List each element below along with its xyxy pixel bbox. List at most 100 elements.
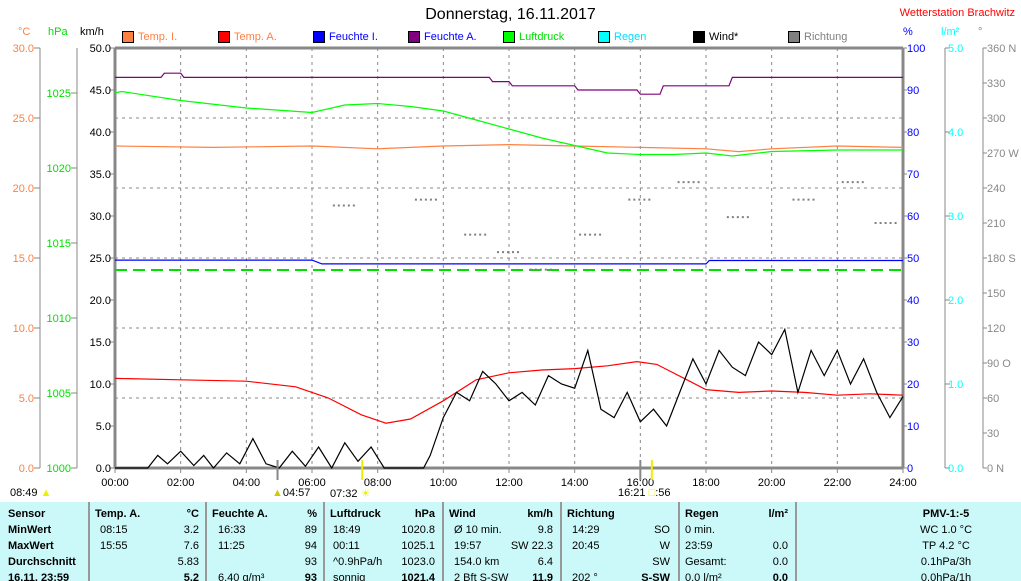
unit-hpa: hPa xyxy=(48,26,68,38)
direction-tick-label: 90 O xyxy=(987,358,1011,370)
legend-swatch xyxy=(788,31,800,43)
legend-item: Temp. A. xyxy=(218,31,277,43)
table-cell: 94 xyxy=(304,540,317,552)
legend-swatch xyxy=(693,31,705,43)
table-cell: 89 xyxy=(304,524,317,536)
table-cell: 0.0 xyxy=(772,556,788,568)
header-rain-unit: l/m² xyxy=(768,508,788,520)
sunrise-marker: 07:32 ☀ xyxy=(330,487,370,500)
legend-label: Temp. A. xyxy=(234,31,277,43)
series-wind- xyxy=(115,327,904,470)
legend-swatch xyxy=(408,31,420,43)
x-tick-label: 12:00 xyxy=(495,477,523,489)
legend-swatch xyxy=(503,31,515,43)
x-tick-label: 24:00 xyxy=(889,477,917,489)
celsius-tick-label: 15.0 xyxy=(13,253,34,265)
percent-tick-label: 40 xyxy=(907,295,919,307)
percent-tick-label: 80 xyxy=(907,127,919,139)
celsius-tick-label: 0.0 xyxy=(19,463,34,475)
divider xyxy=(205,502,207,581)
direction-tick-label: 210 xyxy=(987,218,1005,230)
moon-icon: ▲ xyxy=(40,487,52,499)
table-cell: 1021.4 xyxy=(401,572,435,581)
moonrise-time: 08:49 xyxy=(10,487,38,499)
direction-tick-label: 330 xyxy=(987,78,1005,90)
legend-item: Richtung xyxy=(788,31,847,43)
kmh-tick-label: 15.0 xyxy=(90,337,111,349)
sun-icon: ☀ xyxy=(360,488,371,500)
table-cell: 00:11 xyxy=(333,540,360,552)
rain-tick-label: 2.0 xyxy=(948,295,963,307)
statistics-table: Sensor Temp. A. °C Feuchte A.% Luftdruck hPa W… xyxy=(0,502,1021,581)
kmh-tick-label: 50.0 xyxy=(90,43,111,55)
hpa-tick-label: 1015 xyxy=(47,238,71,250)
hpa-tick-label: 1005 xyxy=(47,388,71,400)
kmh-tick-label: 30.0 xyxy=(90,211,111,223)
legend-swatch xyxy=(313,31,325,43)
moonset-time: 04:57 xyxy=(282,487,311,499)
percent-tick-label: 90 xyxy=(907,85,919,97)
table-cell: WC 1.0 °C xyxy=(919,524,973,536)
station-name: Wetterstation Brachwitz xyxy=(899,7,1015,19)
sunrise-time: 07:32 xyxy=(330,488,358,500)
table-cell: 18:49 xyxy=(333,524,361,536)
header-humidity-unit: % xyxy=(307,508,317,520)
table-cell: 5.83 xyxy=(177,556,199,568)
rain-tick-label: 3.0 xyxy=(948,211,963,223)
sunset-icon: □ xyxy=(648,487,656,499)
direction-tick-label: 150 xyxy=(987,288,1005,300)
table-cell: SO xyxy=(654,524,670,536)
table-cell: 0.1hPa/3h xyxy=(920,556,972,568)
rain-tick-label: 4.0 xyxy=(948,127,963,139)
table-cell: Gesamt: xyxy=(685,556,727,568)
header-pressure: Luftdruck xyxy=(330,508,381,520)
x-tick-label: 22:00 xyxy=(824,477,852,489)
table-cell: 5.2 xyxy=(183,572,199,581)
table-cell: 93 xyxy=(304,556,317,568)
legend-item: Feuchte I. xyxy=(313,31,378,43)
header-direction: Richtung xyxy=(567,508,615,520)
series-feuchte-a- xyxy=(115,72,903,95)
series-luftdruck xyxy=(114,90,903,157)
percent-tick-label: 30 xyxy=(907,337,919,349)
header-wind: Wind xyxy=(449,508,476,520)
celsius-tick-label: 30.0 xyxy=(13,43,34,55)
table-cell: 0.0 xyxy=(772,540,788,552)
table-cell: SW xyxy=(652,556,670,568)
table-cell: 0.0 xyxy=(772,572,788,581)
direction-tick-label: 300 xyxy=(987,113,1005,125)
celsius-tick-label: 25.0 xyxy=(13,113,34,125)
x-tick-label: 16:00 xyxy=(627,477,655,489)
table-cell: 14:29 xyxy=(572,524,600,536)
row-label: 16.11. 23:59 xyxy=(8,572,70,581)
table-cell: 15:55 xyxy=(100,540,128,552)
x-tick-label: 14:00 xyxy=(561,477,589,489)
table-cell: 08:15 xyxy=(100,524,128,536)
divider xyxy=(795,502,797,581)
hpa-tick-label: 1000 xyxy=(47,463,71,475)
row-label: Durchschnitt xyxy=(8,556,76,568)
header-rain: Regen xyxy=(685,508,719,520)
divider xyxy=(88,502,90,581)
chart-svg: 00:00 02:00 04:00 06:00 08:00 10:00 12:00 14:00… xyxy=(13,43,1020,489)
legend-swatch xyxy=(218,31,230,43)
table-cell: Ø 10 min. xyxy=(454,524,502,536)
percent-tick-label: 100 xyxy=(907,43,925,55)
legend-item: Temp. I. xyxy=(122,31,177,43)
direction-tick-label: 120 xyxy=(987,323,1005,335)
table-cell: 202 ° xyxy=(572,572,598,581)
legend-item: Luftdruck xyxy=(503,31,564,43)
unit-celsius: °C xyxy=(18,26,31,38)
kmh-tick-label: 45.0 xyxy=(90,85,111,97)
legend-label: Feuchte A. xyxy=(424,31,477,43)
header-temp-unit: °C xyxy=(186,508,199,520)
x-tick-label: 06:00 xyxy=(298,477,326,489)
kmh-tick-label: 10.0 xyxy=(90,379,111,391)
table-cell: 7.6 xyxy=(183,540,199,552)
moonset-icon: ▲ xyxy=(272,487,283,499)
legend-label: Regen xyxy=(614,31,647,43)
legend-swatch xyxy=(598,31,610,43)
sunset-extra: :56 xyxy=(655,487,671,499)
legend-item: Wind* xyxy=(693,31,738,43)
table-cell: 11:25 xyxy=(218,540,245,552)
